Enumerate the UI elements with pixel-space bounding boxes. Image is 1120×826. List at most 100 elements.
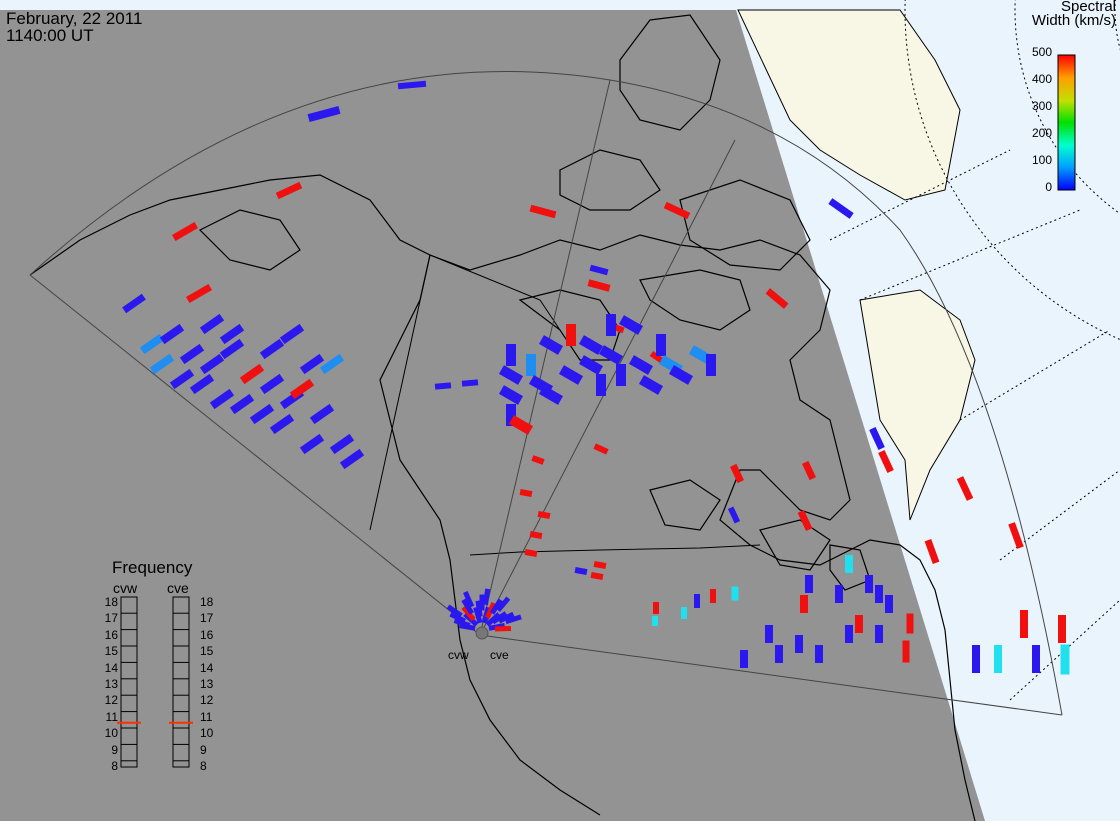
echo-cell	[652, 616, 658, 626]
echo-cell	[189, 373, 215, 395]
echo-cell	[802, 460, 816, 481]
echo-cell	[219, 323, 245, 345]
field-of-view	[29, 71, 1063, 716]
echo-cell	[638, 375, 664, 395]
echo-cell	[122, 293, 146, 314]
echo-cell	[289, 378, 315, 400]
colorbar-title-line2: Width (km/s)	[1031, 12, 1116, 29]
frequency-label-left: 18	[104, 595, 118, 609]
echo-cell	[663, 201, 691, 220]
echo-cell	[681, 607, 687, 619]
echo-cell	[461, 605, 476, 622]
station-marker	[475, 626, 489, 640]
frequency-label-right: 8	[200, 759, 207, 773]
echo-cell	[765, 625, 773, 643]
coastlines	[29, 14, 976, 822]
echo-cell	[275, 181, 303, 200]
echo-cell	[1032, 645, 1040, 673]
colorbar-title-line1: Spectral	[1060, 0, 1116, 15]
echo-cell	[526, 354, 536, 376]
frequency-label-left: 16	[104, 627, 118, 642]
echo-cell	[878, 450, 894, 473]
echo-cell	[574, 567, 588, 575]
echo-cell	[259, 373, 285, 395]
echo-cell	[815, 645, 823, 663]
echo-cell	[694, 594, 700, 608]
echo-cell	[606, 314, 616, 336]
colorbar-tick: 0	[1045, 180, 1052, 194]
frequency-label-right: 11	[200, 709, 213, 724]
echo-cell	[845, 555, 853, 573]
echo-cell	[229, 393, 255, 415]
colorbar-gradient	[1057, 54, 1076, 191]
station-label-cve: cve	[490, 648, 509, 662]
echo-cell	[209, 388, 235, 410]
echo-cell	[994, 645, 1002, 673]
echo-cell	[885, 595, 893, 613]
colorbar-title: Spectral Width (km/s)	[996, 0, 1116, 28]
echo-cell	[578, 355, 604, 375]
echo-cell	[706, 354, 716, 376]
echo-cell	[329, 433, 355, 455]
cvw-frequency-box	[120, 596, 138, 768]
echo-cell	[800, 595, 808, 613]
echo-cell	[483, 588, 491, 606]
echo-cell	[596, 374, 606, 396]
echo-cell	[589, 264, 609, 276]
echo-cell	[299, 353, 325, 375]
echo-cell	[219, 338, 245, 360]
colorbar-tick: 400	[1031, 72, 1052, 86]
echo-cell	[463, 591, 475, 608]
echo-cell	[730, 463, 744, 484]
colorbar-tick: 200	[1031, 126, 1052, 140]
echo-cell	[598, 345, 624, 365]
radar-code-cvw: cvw	[113, 580, 138, 596]
frequency-label-left: 15	[104, 644, 118, 659]
echo-cell	[656, 334, 666, 356]
echo-cell	[628, 355, 654, 375]
echo-cell	[494, 625, 512, 632]
echo-cell	[491, 611, 508, 625]
echo-cell	[593, 443, 609, 455]
echo-cell	[139, 333, 165, 355]
echo-cell	[578, 335, 604, 355]
echo-cell	[775, 645, 783, 663]
echo-cell	[171, 221, 199, 242]
echo-cell	[865, 575, 873, 593]
echo-cell	[1020, 610, 1028, 638]
echo-cell	[199, 313, 225, 335]
frequency-label-left: 11	[105, 709, 118, 724]
echo-cell	[727, 506, 741, 524]
echo-cell	[319, 353, 345, 375]
frequency-label-left: 9	[111, 742, 118, 757]
echo-cell	[1058, 615, 1066, 643]
echo-cell	[159, 323, 185, 345]
frequency-label-right: 17	[200, 611, 214, 626]
echo-cell	[506, 344, 516, 366]
echo-cell	[731, 586, 739, 601]
echo-cell	[529, 204, 557, 219]
colorbar-tick: 300	[1031, 99, 1052, 113]
echo-cell	[489, 598, 503, 615]
echo-cell	[279, 323, 305, 345]
echo-cell	[269, 413, 295, 435]
frequency-label-right: 12	[200, 693, 214, 708]
frequency-label-left: 12	[104, 693, 118, 708]
night-shading	[0, 10, 985, 821]
echo-cell	[558, 365, 584, 385]
greenland-land	[737, 9, 961, 201]
echo-cell	[593, 561, 607, 569]
echo-cell	[875, 585, 883, 603]
echo-cell	[508, 415, 534, 435]
echo-cell	[765, 288, 789, 309]
echo-layer	[122, 80, 1070, 675]
echo-cell	[875, 625, 883, 643]
echo-cell	[434, 382, 452, 390]
echo-cell	[299, 433, 325, 455]
echo-cell	[485, 601, 497, 619]
station-label-cvw: cvw	[448, 648, 469, 662]
echo-cell	[505, 614, 522, 625]
echo-cell	[956, 476, 974, 501]
echo-cell	[1060, 644, 1070, 675]
